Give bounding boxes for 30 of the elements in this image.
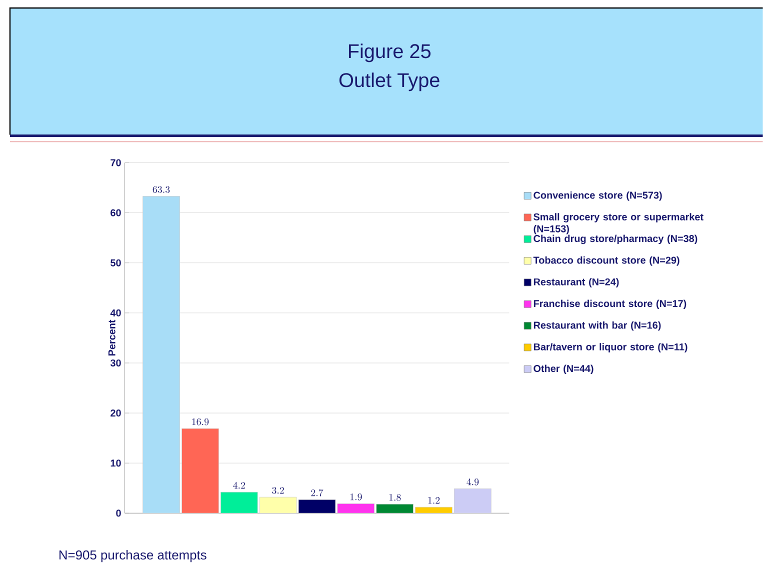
y-tick-label: 30: [110, 359, 121, 366]
legend-label: Restaurant with bar (N=16): [534, 321, 661, 331]
legend-label: Tobacco discount store (N=29): [533, 256, 680, 266]
data-label: 2.7: [311, 489, 324, 496]
y-axis-title: Percent: [108, 320, 116, 356]
legend-label: Franchise discount store (N=17): [534, 300, 686, 310]
legend-label: Bar/tavern or liquor store (N=11): [534, 343, 688, 352]
chart-subtitle: Outlet Type: [339, 72, 440, 92]
chart-title: Figure 25: [348, 44, 431, 62]
y-tick-label: 20: [110, 410, 121, 417]
data-label: 1 .9: [350, 493, 362, 500]
legend-label: Chain drug store/pharmacy (N=38): [534, 234, 698, 244]
y-tick-label: 50: [110, 259, 121, 266]
y-tick-label: 10: [110, 460, 121, 467]
legend-label: Convenience store (N=573): [534, 191, 662, 201]
text: N=905 purchase attempts: [59, 550, 206, 562]
data-label: 4.9: [466, 478, 479, 486]
legend-label: Small grocery store or supermarket (N=153): [534, 213, 704, 234]
y-tick-label: 60: [110, 209, 121, 216]
data-label: 3.2: [272, 486, 284, 494]
data-label: 63.3: [152, 186, 170, 193]
legend-label: Restaurant (N=24): [534, 278, 619, 288]
y-tick-label: 40: [110, 309, 121, 316]
y-tick-label: 70: [110, 159, 121, 166]
data-label: 1 .2: [428, 496, 440, 504]
y-tick-label: 0: [116, 510, 121, 517]
data-label: 4.2: [233, 482, 245, 489]
data-label: 1 .8: [389, 494, 401, 501]
data-label: 16.9: [192, 418, 209, 426]
legend-label: Other (N=44): [534, 364, 594, 374]
